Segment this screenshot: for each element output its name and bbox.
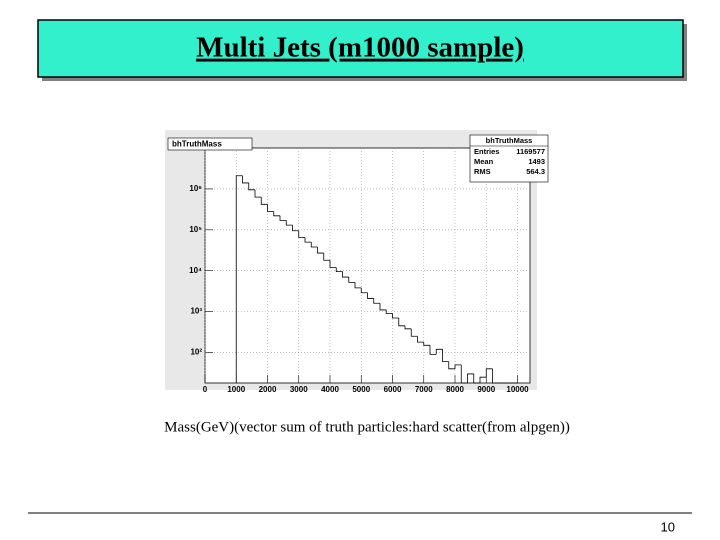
x-tick-label: 2000 bbox=[259, 385, 277, 394]
histogram-bin bbox=[254, 189, 262, 198]
histogram-bin bbox=[260, 197, 268, 205]
x-tick-label: 0 bbox=[203, 385, 208, 394]
histogram-bin bbox=[235, 175, 243, 383]
histogram-bin bbox=[335, 267, 343, 273]
histogram-bin bbox=[292, 225, 299, 232]
histogram-bin bbox=[492, 368, 499, 384]
y-tick-label: 10⁵ bbox=[189, 225, 202, 234]
histogram-bin bbox=[485, 368, 493, 378]
histogram-bin bbox=[348, 277, 355, 283]
plot: 10² 10³ 10⁴ 10⁵ 10⁶ 0 1000 2000 3000 4000 5000 6000… bbox=[189, 148, 530, 394]
histogram-bin bbox=[404, 325, 412, 330]
x-tick-label: 6000 bbox=[384, 385, 402, 394]
histogram-bin bbox=[285, 220, 293, 226]
histogram-bin bbox=[448, 361, 455, 370]
stats-title: bhTruthMass bbox=[486, 136, 533, 145]
histogram-bin bbox=[360, 287, 368, 294]
histogram-bin bbox=[410, 328, 418, 337]
histogram-bin bbox=[460, 364, 468, 384]
histogram-bin bbox=[304, 237, 312, 243]
x-axis-label: Mass(GeV)(vector sum of truth particles:… bbox=[164, 419, 570, 435]
y-tick-label: 10⁴ bbox=[189, 266, 202, 275]
x-tick-label: 7000 bbox=[415, 385, 433, 394]
page-number: 10 bbox=[661, 519, 675, 534]
x-tick-label: 9000 bbox=[477, 385, 495, 394]
x-tick-label: 1000 bbox=[227, 385, 245, 394]
stats-label: RMS bbox=[474, 167, 491, 176]
histogram-bin bbox=[267, 204, 274, 212]
histogram-bin bbox=[298, 230, 305, 238]
hist-title-box bbox=[167, 137, 253, 151]
slide-title: Multi Jets (m1000 sample) bbox=[196, 32, 524, 64]
stats-value: 564.3 bbox=[526, 167, 545, 176]
stats-value: 1169577 bbox=[516, 147, 545, 156]
histogram-bin bbox=[392, 313, 399, 319]
histogram-bin bbox=[242, 175, 249, 184]
histogram-bin bbox=[342, 271, 349, 278]
histogram-bin bbox=[329, 260, 337, 268]
histogram-bin bbox=[373, 298, 380, 304]
histogram-bin bbox=[323, 253, 330, 261]
x-tick-label: 3000 bbox=[290, 385, 308, 394]
histogram-bin bbox=[454, 364, 462, 369]
histogram-bin bbox=[317, 247, 324, 254]
histogram-bin bbox=[354, 282, 362, 289]
plot-frame bbox=[204, 147, 531, 384]
title-box bbox=[37, 19, 684, 78]
stats-rows: Entries 1169577 Mean 1493 RMS 564.3 bbox=[474, 147, 545, 176]
stats-label: Entries bbox=[474, 147, 499, 156]
histogram-bin bbox=[379, 303, 387, 311]
hist-title: bhTruthMass bbox=[172, 140, 222, 149]
stats-box bbox=[469, 134, 549, 183]
histogram-bin bbox=[385, 309, 393, 314]
histogram-bin bbox=[398, 317, 405, 327]
histogram-bin bbox=[367, 292, 374, 299]
histogram-bin bbox=[479, 376, 487, 383]
histogram-bin bbox=[248, 182, 255, 191]
y-tick-label: 10⁶ bbox=[189, 184, 202, 193]
histogram-bin bbox=[435, 348, 443, 355]
histogram-bin bbox=[467, 373, 474, 383]
histogram-bin bbox=[310, 242, 318, 248]
stats-label: Mean bbox=[474, 157, 494, 166]
histogram-bin bbox=[279, 215, 287, 221]
y-tick-label: 10² bbox=[190, 348, 202, 357]
histogram-bin bbox=[273, 211, 280, 217]
stats-value: 1493 bbox=[528, 157, 545, 166]
x-tick-label: 4000 bbox=[321, 385, 339, 394]
y-tick-label: 10³ bbox=[190, 307, 202, 316]
histogram-bin bbox=[442, 349, 449, 363]
histogram-bin bbox=[417, 336, 424, 343]
x-tick-label: 10000 bbox=[506, 385, 529, 394]
x-tick-label: 5000 bbox=[352, 385, 370, 394]
histogram-bin bbox=[423, 342, 430, 346]
x-tick-label: 8000 bbox=[446, 385, 464, 394]
histogram-bin bbox=[473, 373, 480, 384]
histogram-bin bbox=[429, 345, 437, 355]
